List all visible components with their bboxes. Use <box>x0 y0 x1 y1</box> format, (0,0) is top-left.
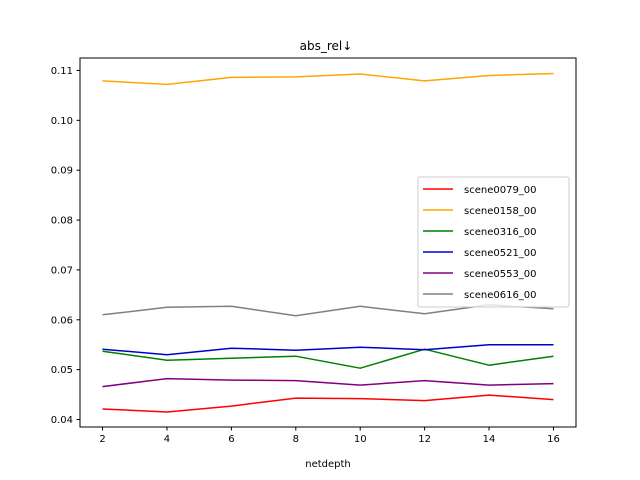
x-tick-label: 14 <box>483 434 496 445</box>
y-tick-label: 0.11 <box>51 66 73 77</box>
series-layer <box>102 72 554 413</box>
series-line-scene0079_00 <box>102 394 554 413</box>
y-tick-label: 0.09 <box>51 166 73 177</box>
y-axis: 0.04 0.05 0.06 0.07 0.08 0.09 0.10 0.11 <box>51 66 80 426</box>
y-tick-label: 0.07 <box>51 265 73 276</box>
x-tick-label: 10 <box>354 434 367 445</box>
legend-label: scene0158_00 <box>464 206 537 217</box>
series-line-scene0521_00 <box>102 343 554 356</box>
legend-label: scene0316_00 <box>464 227 537 238</box>
chart-title: abs_rel↓ <box>300 39 353 53</box>
y-tick-label: 0.08 <box>51 216 73 227</box>
series-line-scene0316_00 <box>102 348 554 369</box>
legend-label: scene0616_00 <box>464 290 537 301</box>
y-tick-label: 0.05 <box>51 365 73 376</box>
x-tick-label: 2 <box>99 434 105 445</box>
x-tick-label: 4 <box>164 434 170 445</box>
legend-box <box>417 176 570 308</box>
series-line-scene0158_00 <box>102 72 554 86</box>
x-axis: 2 4 6 8 10 12 14 16 <box>99 427 560 445</box>
legend-label: scene0521_00 <box>464 248 537 259</box>
x-tick-label: 16 <box>547 434 560 445</box>
x-tick-label: 6 <box>228 434 234 445</box>
y-tick-label: 0.06 <box>51 315 73 326</box>
y-tick-label: 0.04 <box>51 415 73 426</box>
plot-area-frame <box>79 57 577 428</box>
y-tick-label: 0.10 <box>51 116 73 127</box>
x-axis-label: netdepth <box>305 459 351 470</box>
legend: scene0079_00 scene0158_00 scene0316_00scen… <box>417 176 570 308</box>
series-line-scene0553_00 <box>102 377 554 388</box>
x-tick-label: 8 <box>293 434 299 445</box>
legend-label: scene0079_00 <box>464 185 537 196</box>
legend-label: scene0553_00 <box>464 269 537 280</box>
x-tick-label: 12 <box>418 434 431 445</box>
